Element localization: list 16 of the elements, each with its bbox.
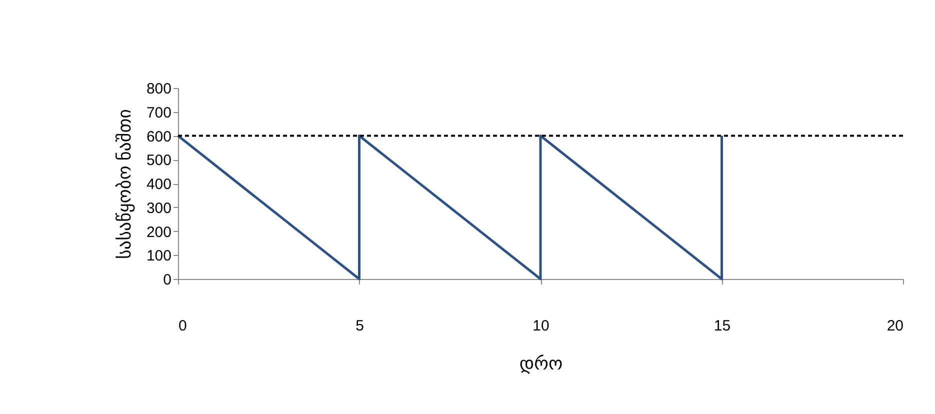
x-tick-label: 10 — [532, 318, 550, 334]
y-tick-label: 100 — [146, 248, 172, 265]
x-axis-title: დრო — [519, 354, 563, 374]
x-tick-label: 5 — [356, 318, 364, 334]
y-tick-label: 400 — [146, 176, 172, 193]
y-tick-label: 500 — [146, 152, 172, 170]
x-tick-label: 0 — [178, 318, 187, 334]
y-tick-label: 300 — [146, 200, 172, 217]
y-tick-label: 200 — [146, 224, 172, 241]
y-tick-label: 700 — [146, 104, 172, 122]
x-tick-label: 20 — [886, 318, 904, 334]
y-tick-label: 800 — [146, 80, 172, 98]
y-tick-label: 0 — [163, 272, 172, 288]
y-tick-label: 600 — [146, 128, 172, 146]
y-axis-title: სასაწყობო ნაშთი — [114, 109, 136, 259]
x-tick-label: 15 — [714, 318, 731, 334]
